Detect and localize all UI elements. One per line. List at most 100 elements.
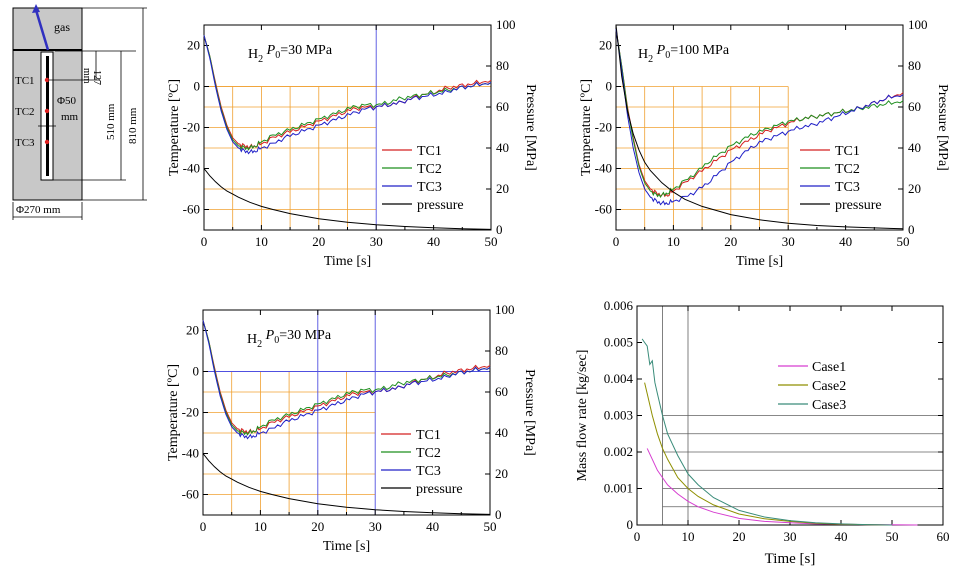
y-left-tick-label: -40 [183,161,200,176]
mass-flow-rate-chart: 0 10 20 30 40 50 60 0 0.001 0.002 0.003 0.004 0.005 0… [575,298,950,567]
y-right-tick-label: 100 [496,17,516,32]
x-tick-label: 30 [370,234,383,249]
tc3-marker [44,139,50,145]
y-axis-label: Mass flow rate [kg/sec] [575,350,590,482]
dim-127-value: 127 [91,70,102,85]
y-right-tick-label: 60 [908,99,921,114]
series-line-case3 [641,338,893,526]
y-left-tick-label: -60 [183,202,200,217]
y-left-axis-label: Temperature [ºC] [167,79,182,176]
vessel-schematic: gas TC1 TC2 TC3 127 mm Φ50 mm 510 mm 810… [12,4,147,220]
x-tick-label: 0 [634,529,641,544]
y-tick-label: 0.005 [604,335,633,350]
x-tick-label: 0 [613,234,620,249]
x-tick-label: 20 [311,519,324,534]
y-left-tick-label: -20 [595,120,612,135]
y-right-tick-label: 20 [495,466,508,481]
legend-label-tc2: TC2 [835,162,860,177]
x-tick-label: 50 [485,234,498,249]
temperature-chart-30mpa-bottom: 0 10 20 30 40 50 -60 -40 -20 0 20 0 20 40 60 80 100 Time … [166,302,537,554]
dim-127-unit: mm [81,68,92,84]
dim-diameter-unit: mm [61,111,79,123]
legend-label-tc1: TC1 [417,144,442,159]
y-left-tick-label: 0 [606,79,613,94]
x-tick-label: 40 [427,234,440,249]
legend-label-tc3: TC3 [835,180,860,195]
tc2-label: TC2 [15,106,35,118]
temperature-chart-30mpa-top: 0 10 20 30 40 50 -60 -40 -20 0 20 0 20 40 60 80 100 Time … [167,17,538,269]
legend-label-tc3: TC3 [417,180,442,195]
x-tick-label: 40 [426,519,439,534]
x-tick-label: 0 [201,234,208,249]
thermocouple-rod [46,56,49,176]
gas-label: gas [54,20,70,34]
temperature-chart-100mpa: 0 10 20 30 40 50 -60 -40 -20 0 20 0 20 40 60 80 100 Time … [579,17,950,269]
x-tick-label: 10 [667,234,680,249]
y-left-tick-label: -20 [183,120,200,135]
condition-annotation: H2 P0=100 MPa [638,43,730,65]
y-tick-label: 0.006 [604,298,634,313]
y-tick-label: 0.003 [604,408,633,423]
legend-label-case3: Case3 [812,398,846,413]
y-left-axis-label: Temperature [ºC] [579,79,594,176]
x-tick-label: 40 [839,234,852,249]
y-left-tick-label: -40 [182,446,199,461]
y-right-tick-label: 0 [495,507,502,522]
series-line-pressure [615,24,904,230]
series-line-tc3 [615,29,904,206]
legend-label-case2: Case2 [812,379,846,394]
x-tick-label: 30 [784,529,797,544]
y-tick-label: 0.001 [604,481,633,496]
gas-arrow-icon [32,4,40,13]
y-right-tick-label: 100 [495,302,515,317]
y-right-tick-label: 0 [496,222,503,237]
y-right-axis-label: Pressure [MPa] [935,84,950,171]
x-tick-label: 30 [782,234,795,249]
x-tick-label: 20 [733,529,746,544]
series-line-tc2 [615,29,904,198]
x-tick-label: 50 [484,519,497,534]
condition-annotation: H2 P0=30 MPa [247,328,332,350]
condition-annotation: H2 P0=30 MPa [248,43,333,65]
series-line-pressure [202,453,491,515]
tc2-marker [44,108,50,114]
y-right-tick-label: 40 [495,425,508,440]
y-tick-label: 0.004 [604,371,634,386]
dim-diameter-value: Φ50 [57,95,77,107]
y-left-axis-label: Temperature [ºC] [166,364,181,461]
gas-arrow-shaft [34,9,50,51]
y-left-tick-label: 20 [599,38,612,53]
tc1-marker [44,77,50,83]
tc1-label: TC1 [15,75,35,87]
x-tick-label: 50 [886,529,899,544]
x-axis-label: Time [s] [323,539,370,554]
y-left-tick-label: 0 [193,364,200,379]
legend-label-tc2: TC2 [417,162,442,177]
y-left-tick-label: 20 [187,38,200,53]
x-axis-label: Time [s] [736,254,783,269]
y-right-tick-label: 40 [496,140,509,155]
legend-label-pressure: pressure [416,482,463,497]
y-right-axis-label: Pressure [MPa] [523,84,538,171]
y-right-tick-label: 40 [908,140,921,155]
legend-label-pressure: pressure [417,198,464,213]
series-line-tc3 [203,35,492,155]
y-left-tick-label: -60 [182,487,199,502]
y-left-tick-label: 20 [186,323,199,338]
legend-label-tc1: TC1 [835,144,860,159]
y-right-tick-label: 80 [495,343,508,358]
x-tick-label: 60 [937,529,950,544]
x-tick-label: 20 [312,234,325,249]
y-right-tick-label: 20 [908,181,921,196]
y-right-tick-label: 60 [496,99,509,114]
y-right-tick-label: 80 [908,58,921,73]
y-right-tick-label: 60 [495,384,508,399]
y-tick-label: 0.002 [604,444,633,459]
x-tick-label: 20 [724,234,737,249]
dim-width-label: Φ270 mm [16,204,61,216]
legend-label-tc1: TC1 [416,428,441,443]
y-right-tick-label: 0 [908,222,915,237]
y-left-tick-label: 0 [194,79,201,94]
y-left-tick-label: -40 [595,161,612,176]
